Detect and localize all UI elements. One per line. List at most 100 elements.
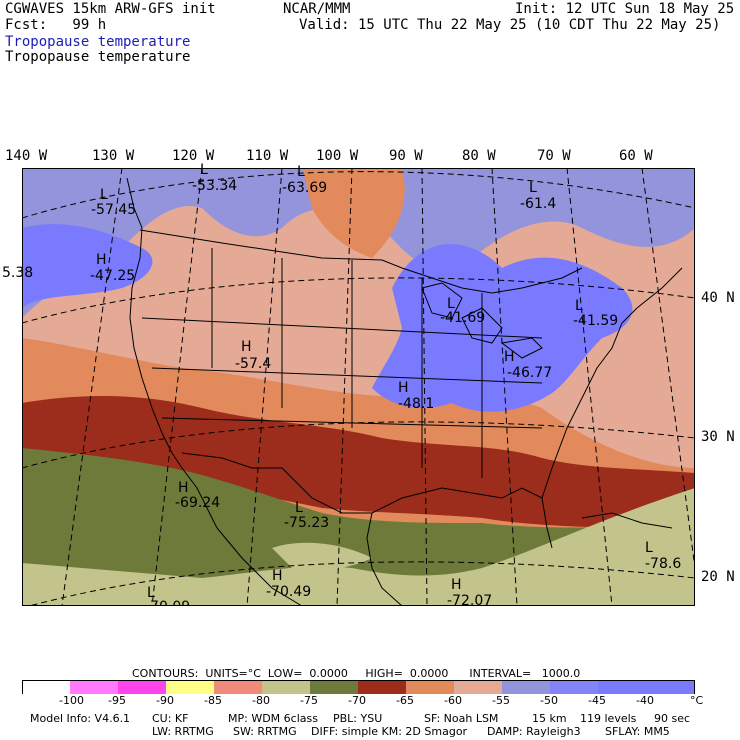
- colorbar-tick: -75: [300, 694, 318, 707]
- meridian-line: [421, 168, 428, 606]
- contour-info: CONTOURS: UNITS=°C LOW= 0.0000 HIGH= 0.0…: [132, 667, 581, 680]
- colorbar-swatch: [406, 681, 454, 694]
- vertical-levels: 119 levels: [580, 712, 637, 725]
- resolution: 15 km: [532, 712, 567, 725]
- parallel-line: [22, 171, 695, 219]
- extremum-mark: L: [295, 500, 303, 516]
- extremum-mark: L: [529, 180, 537, 196]
- extremum-mark: L: [297, 164, 305, 180]
- gulf-coast: [371, 487, 553, 549]
- colorbar-swatch: [646, 681, 694, 694]
- parallel-line: [27, 561, 695, 606]
- colorbar-tick: -60: [444, 694, 462, 707]
- colorbar-swatch: [598, 681, 646, 694]
- border-canada-us: [139, 229, 583, 294]
- colorbar-tick: -100: [59, 694, 84, 707]
- lon-label: 140 W: [5, 148, 48, 164]
- diffusion: DIFF: simple KM: 2D Smagor: [311, 725, 468, 738]
- extremum-mark: L: [575, 298, 583, 314]
- lon-label: 100 W: [316, 148, 359, 164]
- extremum-value: -53.34: [192, 178, 238, 194]
- colorbar-tick: -80: [252, 694, 270, 707]
- cumulus-scheme: CU: KF: [152, 712, 189, 725]
- extremum-value: -46.77: [507, 365, 553, 381]
- colorbar-swatch: [70, 681, 118, 694]
- east-coast: [541, 267, 683, 499]
- state-lines: [141, 248, 543, 478]
- colorbar-swatch: [23, 681, 70, 694]
- extremum-value: -70.49: [266, 584, 312, 600]
- colorbar-swatch: [262, 681, 310, 694]
- surface-scheme: SF: Noah LSM: [424, 712, 499, 725]
- meridian-line: [246, 168, 283, 606]
- extremum-mark: H: [96, 252, 107, 268]
- model-title: CGWAVES 15km ARW-GFS init: [5, 1, 216, 17]
- extremum-value: -78.6: [645, 556, 682, 572]
- lon-label: 130 W: [92, 148, 135, 164]
- meridian-line: [566, 168, 613, 606]
- microphysics: MP: WDM 6class: [228, 712, 318, 725]
- band-m45: [22, 224, 153, 308]
- band-m65: [22, 396, 695, 528]
- lon-label: 70 W: [537, 148, 571, 164]
- meridian-line: [491, 168, 518, 606]
- extremum-value: -57.4: [235, 356, 272, 372]
- band-m70: [462, 528, 542, 552]
- surface-layer: SFLAY: MM5: [605, 725, 670, 738]
- extremum-value: -75.23: [284, 515, 330, 531]
- band-m50: [22, 168, 695, 318]
- lon-label: 90 W: [389, 148, 423, 164]
- lat-label: 20 N: [701, 569, 735, 585]
- extremum-value: -63.69: [282, 180, 328, 196]
- extremum-mark: H: [451, 577, 462, 593]
- colorbar-tick: -50: [540, 694, 558, 707]
- lon-label: 60 W: [619, 148, 653, 164]
- extremum-mark: L: [200, 162, 208, 178]
- lakes: [421, 282, 543, 359]
- colorbar-swatch: [310, 681, 358, 694]
- lon-label: 110 W: [246, 148, 289, 164]
- colorbar-tick: -90: [156, 694, 174, 707]
- lon-label: 120 W: [172, 148, 215, 164]
- meridian-line: [641, 168, 695, 569]
- band-m75: [272, 542, 372, 570]
- colorbar-swatch: [454, 681, 502, 694]
- extremum-mark: L: [147, 585, 155, 601]
- valid-time: Valid: 15 UTC Thu 22 May 25 (10 CDT Thu …: [299, 17, 721, 33]
- extremum-value: -70.09: [145, 600, 190, 606]
- init-time: Init: 12 UTC Sun 18 May 25: [515, 1, 735, 17]
- time-step: 90 sec: [654, 712, 691, 725]
- pbl-scheme: PBL: YSU: [333, 712, 383, 725]
- meridian-line: [336, 168, 353, 606]
- meridian-line: [151, 168, 203, 606]
- field-title-contour: Tropopause temperature: [5, 49, 191, 65]
- forecast-hour: Fcst: 99 h: [5, 17, 107, 33]
- extremum-value: -47.25: [90, 268, 136, 284]
- colorbar-swatch: [502, 681, 550, 694]
- colorbar-tick: -40: [636, 694, 654, 707]
- extremum-value: -48.1: [398, 396, 435, 412]
- extremum-mark: H: [241, 339, 252, 355]
- colorbar-swatch: [550, 681, 598, 694]
- colorbar-tick: -65: [396, 694, 414, 707]
- shortwave-scheme: SW: RRTMG: [233, 725, 297, 738]
- mexico-gulf-coast: [366, 512, 403, 606]
- extremum-mark: H: [178, 480, 189, 496]
- colorbar-tick: -45: [588, 694, 606, 707]
- extremum-value: 5.38: [2, 265, 34, 281]
- longwave-scheme: LW: RRTMG: [152, 725, 214, 738]
- colorbar-tick: -55: [492, 694, 510, 707]
- colorbar-swatch: [214, 681, 262, 694]
- colorbar-swatch: [118, 681, 166, 694]
- organization: NCAR/MMM: [283, 1, 351, 17]
- extremum-mark: L: [100, 187, 108, 203]
- extremum-value: -61.4: [520, 196, 557, 212]
- extremum-value: -57.45: [91, 202, 137, 218]
- damping: DAMP: Rayleigh3: [487, 725, 581, 738]
- band-m60: [302, 168, 405, 258]
- colorbar-tick: -95: [108, 694, 126, 707]
- field-title-shaded: Tropopause temperature: [5, 34, 191, 50]
- extremum-value: -72.07: [447, 593, 493, 609]
- colorbar-tick: -70: [348, 694, 366, 707]
- colorbar-swatch: [166, 681, 214, 694]
